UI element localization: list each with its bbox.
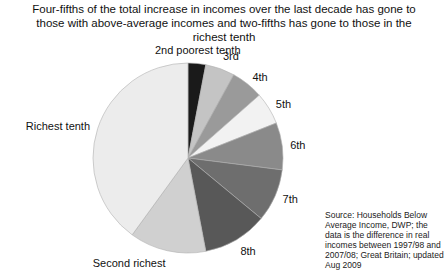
html-text:Source: Households Below Avera: Source: Households Below Average Income,… — [325, 210, 444, 270]
svg-text:8th: 8th — [240, 245, 255, 257]
html-text:Four-fifths of the total incre: Four-fifths of the total increase in inc… — [32, 3, 416, 43]
svg-text:7th: 7th — [283, 193, 298, 205]
svg-text:4th: 4th — [252, 71, 267, 83]
svg-text:5th: 5th — [276, 98, 291, 110]
svg-text:3rd: 3rd — [223, 50, 239, 62]
svg-text:Richest tenth: Richest tenth — [26, 120, 90, 132]
svg-text:2nd poorest tenth: 2nd poorest tenth — [154, 44, 241, 57]
svg-text:Second richest: Second richest — [93, 257, 166, 269]
svg-text:6th: 6th — [290, 139, 305, 151]
